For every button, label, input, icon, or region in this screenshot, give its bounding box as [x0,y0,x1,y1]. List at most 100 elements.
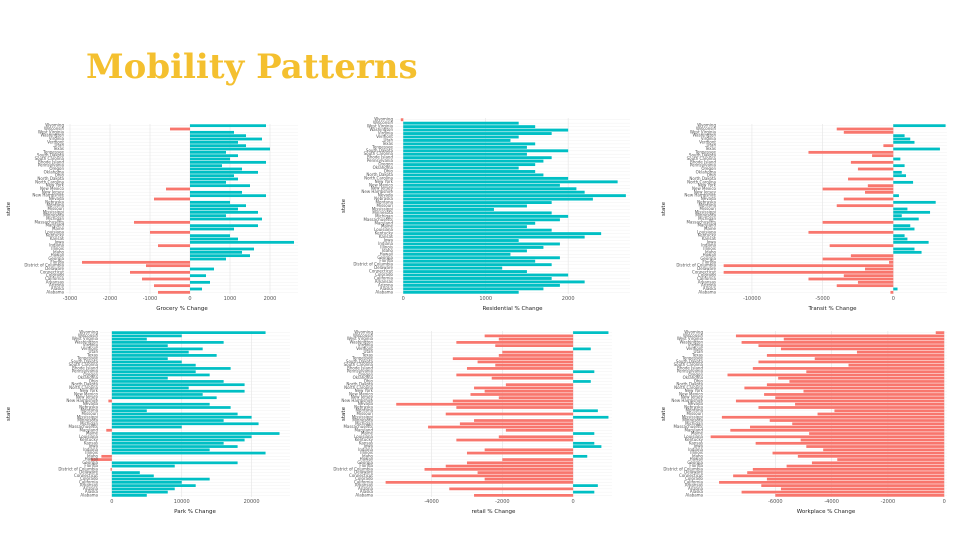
bar [154,284,190,288]
state-label: Kentucky [375,231,394,236]
state-label: Alabama [46,289,64,294]
bar [111,435,252,439]
bar [190,150,226,154]
bar [190,177,238,181]
bar [111,477,210,481]
bar [190,200,230,204]
bar [889,260,894,264]
state-label: Indiana [688,447,703,452]
x-tick-label: -6000 [768,499,783,505]
bar [190,134,246,138]
bar [843,197,894,201]
state-label: Maine [381,224,394,229]
bar [190,140,238,144]
bar [190,184,250,188]
state-label: New Mexico [679,391,704,396]
bar [166,187,190,191]
state-label: Connecticut [74,473,98,478]
state-label: Virginia [378,131,394,136]
bar [111,461,238,465]
bar [111,471,140,474]
state-label: New York [46,183,65,188]
x-tick-label: 0 [571,499,574,505]
bar [778,376,945,380]
bar [190,130,234,134]
state-label: Wyoming [45,123,64,128]
bar [867,184,894,188]
bar [108,399,112,403]
state-label: Delaware [79,470,98,475]
state-label: New Jersey [371,186,394,191]
state-label: Florida [702,259,716,264]
state-label: South Dakota [366,148,394,153]
bar [111,425,182,429]
state-label: Iowa [694,444,704,449]
state-label: South Carolina [35,156,65,161]
bar [190,267,214,271]
state-label: Rhode Island [38,159,64,164]
state-label: District of Columbia [24,263,64,268]
state-label: Utah [707,143,717,148]
bar [111,448,210,452]
state-label: Illinois [703,246,716,251]
state-label: Virginia [49,136,65,141]
state-label: South Carolina [344,362,374,367]
state-label: Iowa [707,239,717,244]
bar [111,402,210,406]
state-label: Alaska [690,489,704,494]
state-label: Oklahoma [696,169,717,174]
bar [403,187,577,191]
state-label: Vermont [356,346,373,351]
bar [190,237,238,241]
state-label: North Dakota [37,176,64,181]
bar [823,448,945,452]
state-label: Alaska [85,489,99,494]
bar [848,363,945,367]
bar [130,270,190,274]
state-label: Utah [694,349,704,354]
state-label: Illinois [51,246,64,251]
bar [573,441,595,445]
bar [808,277,894,281]
bar [170,127,190,131]
bar [573,454,588,458]
state-label: West Virginia [367,124,394,129]
bar [403,273,569,277]
bar [466,451,574,455]
bar [755,441,945,445]
bar [403,156,552,160]
bar [795,402,945,406]
state-label: Mississippi [352,414,373,419]
state-label: Massachusetts [673,424,703,429]
bar [893,174,907,178]
bar [758,344,945,348]
state-label: Indiana [701,243,716,248]
bar [190,214,226,218]
state-label: Michigan [80,421,98,426]
state-label: Connecticut [692,269,716,274]
bar [403,252,511,256]
state-label: Kansas [84,440,98,445]
state-label: South Dakota [676,359,704,364]
state-label: New Hampshire [684,193,716,198]
bar [766,383,945,387]
state-label: Texas [52,146,64,151]
bar [744,386,945,390]
bar [403,170,536,173]
state-label: Washington [349,339,373,344]
bar [190,137,262,141]
state-label: Arizona [49,283,65,288]
state-label: Minnesota [695,213,716,218]
bar [403,256,560,260]
bar [111,367,231,370]
bar [190,180,226,184]
bar [111,490,168,494]
bar [111,441,224,445]
state-label: Connecticut [349,473,373,478]
bar [190,157,230,161]
bar [111,419,224,422]
bar [111,341,224,344]
state-label: Maryland [684,427,703,432]
bar [883,144,894,148]
